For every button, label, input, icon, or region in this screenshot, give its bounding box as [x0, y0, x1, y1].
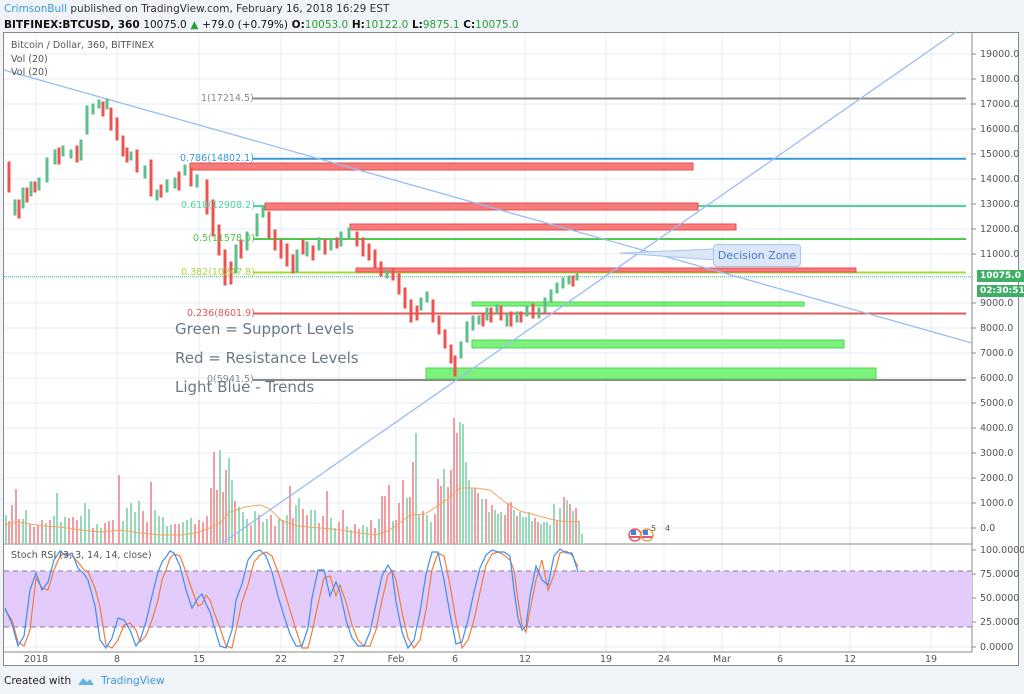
stoch-tick: 100.0000: [980, 545, 1024, 556]
open-label: O:: [291, 19, 305, 31]
chart-legend-title: Bitcoin / Dollar, 360, BITFINEX: [11, 40, 155, 51]
economic-event-icons[interactable]: [628, 528, 654, 542]
event-count-a: 5: [651, 524, 657, 533]
volume-bars: [5, 418, 583, 544]
price-tick: 18000.0: [980, 74, 1020, 85]
publish-text: published on TradingView.com, February 1…: [70, 3, 390, 15]
time-tick: 12: [518, 654, 532, 665]
low-value: 9875.1: [422, 19, 460, 31]
author-link[interactable]: CrimsonBull: [4, 3, 68, 15]
time-tick: Feb: [387, 654, 405, 665]
price-tick: 15000.0: [980, 149, 1020, 160]
note-trends[interactable]: Light Blue - Trends: [175, 378, 315, 396]
uptrend-line[interactable]: [220, 31, 957, 545]
last-price: 10075.0: [143, 19, 187, 31]
last-price-tag: 10075.0: [977, 270, 1024, 282]
candlesticks: [7, 98, 579, 377]
time-tick: 27: [332, 654, 346, 665]
note-resistance[interactable]: Red = Resistance Levels: [175, 349, 359, 367]
price-tick: 16000.0: [980, 124, 1020, 135]
fib-618-label: 0.618(12908.2): [181, 200, 255, 211]
price-tick: 4000.0: [980, 423, 1014, 434]
time-tick: 6: [776, 654, 784, 665]
stoch-tick: 0.0000: [980, 642, 1014, 653]
stoch-tick: 25.0000: [980, 617, 1020, 628]
symbol-label: BITFINEX:BTCUSD, 360: [4, 19, 140, 31]
stoch-tick: 75.0000: [980, 569, 1020, 580]
time-tick: 22: [274, 654, 288, 665]
decision-zone-callout[interactable]: Decision Zone: [713, 244, 801, 267]
price-tick: 0.0: [980, 523, 996, 534]
stoch-d-line: [4, 550, 579, 650]
callout-pointer: [619, 248, 715, 261]
fib-236-label: 0.236(8601.9): [187, 308, 255, 319]
resistance-zone-3[interactable]: [349, 223, 737, 231]
price-tick: 9000.0: [980, 298, 1014, 309]
volume-ma-line: [4, 487, 581, 536]
price-tick: 6000.0: [980, 373, 1014, 384]
event-count-b: 4: [665, 524, 671, 533]
resistance-zone-1[interactable]: [189, 162, 694, 171]
time-tick: 12: [843, 654, 857, 665]
resistance-zone-2[interactable]: [264, 202, 699, 211]
fib-0-label: 0(5941.5): [207, 374, 254, 385]
symbol-info: BITFINEX:BTCUSD, 360 10075.0 ▲ +79.0 (+0…: [4, 19, 519, 31]
fib-1-label: 1(17214.5): [201, 93, 254, 104]
price-tick: 19000.0: [980, 49, 1020, 60]
support-zone-3[interactable]: [425, 367, 877, 380]
time-tick: 15: [192, 654, 206, 665]
fib-5-label: 0.5(11578.0): [193, 233, 255, 244]
volume-legend-1[interactable]: Vol (20): [11, 54, 48, 65]
tradingview-logo-icon: [78, 678, 95, 685]
downtrend-line[interactable]: [3, 69, 973, 344]
footer: Created with TradingView: [4, 675, 165, 687]
stoch-tick: 50.0000: [980, 593, 1020, 604]
close-value: 10075.0: [475, 19, 519, 31]
price-tick: 7000.0: [980, 348, 1014, 359]
price-axis-ticks: [972, 53, 976, 648]
price-tick: 14000.0: [980, 174, 1020, 185]
note-support[interactable]: Green = Support Levels: [175, 320, 355, 338]
stoch-k-line: [4, 548, 579, 650]
price-tick: 1000.0: [980, 498, 1014, 509]
publish-info: CrimsonBull published on TradingView.com…: [4, 3, 389, 15]
support-zone-1[interactable]: [471, 301, 805, 307]
stoch-band: [4, 571, 972, 627]
high-label: H:: [351, 19, 365, 31]
stoch-rsi-legend[interactable]: Stoch RSI (3, 3, 14, 14, close): [11, 550, 152, 561]
price-tick: 3000.0: [980, 448, 1014, 459]
time-tick: 19: [599, 654, 613, 665]
price-tick: 12000.0: [980, 224, 1020, 235]
price-tick: 5000.0: [980, 398, 1014, 409]
time-tick: 8: [113, 654, 121, 665]
tradingview-link[interactable]: TradingView: [101, 675, 165, 687]
footer-created-text: Created with: [4, 675, 72, 687]
time-tick: Mar: [713, 654, 731, 665]
price-tick: 2000.0: [980, 473, 1014, 484]
time-tick: 6: [451, 654, 459, 665]
fib-786-label: 0.786(14802.1): [180, 153, 254, 164]
time-tick: 24: [657, 654, 671, 665]
price-tick: 11000.0: [980, 249, 1020, 260]
close-label: C:: [463, 19, 476, 31]
fib-382-label: 0.382(10247.8): [181, 267, 255, 278]
volume-legend-2[interactable]: Vol (20): [11, 67, 48, 78]
price-tick: 8000.0: [980, 323, 1014, 334]
bar-countdown-tag: 02:30:51: [977, 285, 1024, 297]
open-value: 10053.0: [304, 19, 349, 31]
high-value: 10122.0: [364, 19, 409, 31]
price-tick: 17000.0: [980, 99, 1020, 110]
time-tick: 2018: [23, 654, 49, 665]
up-arrow-icon: ▲: [190, 19, 199, 31]
price-change: +79.0 (+0.79%): [202, 19, 288, 31]
price-tick: 13000.0: [980, 199, 1020, 210]
time-tick: 19: [924, 654, 938, 665]
low-label: L:: [411, 19, 423, 31]
resistance-zone-4[interactable]: [355, 267, 857, 273]
support-zone-2[interactable]: [471, 339, 845, 349]
